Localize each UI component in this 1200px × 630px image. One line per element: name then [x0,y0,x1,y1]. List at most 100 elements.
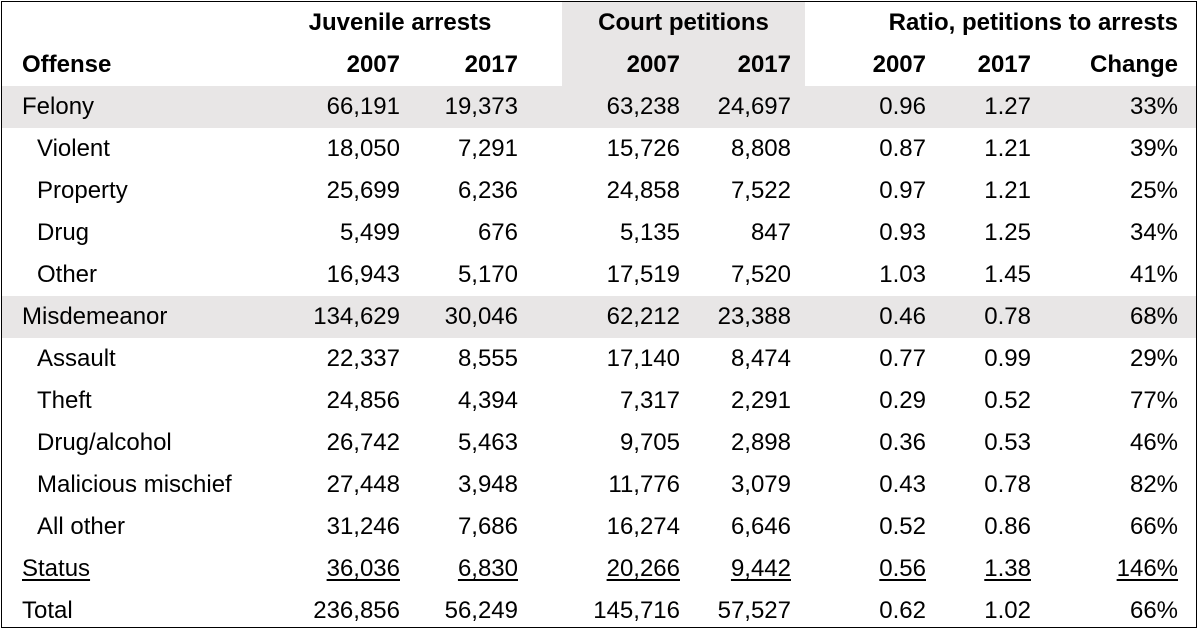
cell-arr17: 19,373 [400,86,518,128]
cell-pet07: 15,726 [606,135,680,162]
table-row: Assault 22,337 8,555 17,140 8,474 0.77 0.99 29% [2,338,1196,380]
cell-chg: 66% [1129,597,1179,624]
cell-pet17: 847 [750,219,791,246]
cell-rat17: 1.21 [984,177,1031,204]
cell-chg: 39% [1129,135,1179,162]
cell-offense: Drug [37,219,90,246]
table-row: Drug 5,499 676 5,135 847 0.93 1.25 34% [2,212,1196,254]
cell-arr17: 3,948 [457,471,518,498]
column-header-ratio-change: Change [1090,51,1179,78]
cell-pet07: 63,238 [562,86,680,128]
cell-rat17: 0.78 [984,471,1031,498]
cell-arr07: 27,448 [326,471,400,498]
cell-offense: Drug/alcohol [37,429,172,456]
cell-offense: Status [2,548,282,590]
cell-rat17: 1.38 [940,548,1045,590]
cell-arr07: 31,246 [326,513,400,540]
cell-arr17: 4,394 [457,387,518,414]
cell-pet17: 2,291 [730,387,791,414]
cell-rat07: 0.52 [879,513,926,540]
table-row: Drug/alcohol 26,742 5,463 9,705 2,898 0.36 0.5… [2,422,1196,464]
cell-offense: Theft [37,387,92,414]
cell-rat07: 0.29 [879,387,926,414]
cell-arr07: 236,856 [313,597,400,624]
cell-rat07: 0.77 [879,345,926,372]
cell-rat17: 1.45 [984,261,1031,288]
cell-pet17: 8,808 [730,135,791,162]
cell-rat07: 0.87 [879,135,926,162]
cell-arr17: 7,686 [457,513,518,540]
cell-arr07: 66,191 [282,86,400,128]
column-header-ratio-2017: 2017 [977,51,1031,78]
cell-offense: Violent [37,135,110,162]
cell-rat07: 0.93 [879,219,926,246]
cell-chg: 66% [1129,513,1179,540]
group-header-ratio: Ratio, petitions to arrests [888,9,1179,36]
column-header-petitions-2007: 2007 [626,51,680,78]
cell-arr07-text: 36,036 [326,555,400,582]
column-header-row: Offense 2007 2017 2007 2017 2007 2017 Ch… [2,44,1196,86]
table-row: Theft 24,856 4,394 7,317 2,291 0.29 0.52 77% [2,380,1196,422]
cell-pet07: 7,317 [619,387,680,414]
cell-rat07: 1.03 [879,261,926,288]
cell-rat07: 0.97 [879,177,926,204]
cell-rat17: 0.53 [984,429,1031,456]
column-header-offense: Offense [22,51,112,78]
table-row: Misdemeanor 134,629 30,046 62,212 23,388 0.46… [2,296,1196,338]
cell-arr07: 26,742 [326,429,400,456]
cell-rat07: 0.46 [805,296,940,338]
cell-rat07: 0.62 [879,597,926,624]
cell-pet17: 24,697 [680,86,805,128]
cell-pet17: 23,388 [680,296,805,338]
cell-pet17: 8,474 [730,345,791,372]
cell-arr07: 16,943 [326,261,400,288]
column-header-ratio-2007: 2007 [872,51,926,78]
cell-rat17-text: 1.38 [984,555,1031,582]
cell-offense: Other [37,261,98,288]
cell-offense: Misdemeanor [2,296,282,338]
cell-arr17: 5,170 [457,261,518,288]
cell-offense: All other [37,513,126,540]
table-row: Status 36,036 6,830 20,266 9,442 0.56 1.38 146% [2,548,1196,590]
table-row: All other 31,246 7,686 16,274 6,646 0.52 0.86 6… [2,506,1196,548]
cell-rat17: 1.27 [940,86,1045,128]
table-row: Felony 66,191 19,373 63,238 24,697 0.96 1.27 33… [2,86,1196,128]
cell-pet07: 11,776 [608,471,680,498]
cell-chg: 146% [1045,548,1196,590]
cell-pet17: 57,527 [717,597,791,624]
cell-offense: Property [37,177,128,204]
cell-arr07: 18,050 [326,135,400,162]
cell-pet07: 16,274 [606,513,680,540]
cell-arr17: 30,046 [400,296,518,338]
cell-arr17: 6,830 [400,548,518,590]
table-row: Violent 18,050 7,291 15,726 8,808 0.87 1.21 39% [2,128,1196,170]
cell-chg: 77% [1129,387,1179,414]
cell-rat07: 0.56 [805,548,940,590]
cell-chg: 25% [1129,177,1179,204]
cell-rat17: 0.86 [984,513,1031,540]
court-petitions-header-band [562,2,805,97]
cell-chg: 46% [1129,429,1179,456]
cell-offense-text: Status [22,555,91,582]
cell-offense: Malicious mischief [37,471,232,498]
cell-arr17: 7,291 [457,135,518,162]
column-header-petitions-2017: 2017 [737,51,791,78]
cell-chg: 82% [1129,471,1179,498]
cell-chg-text: 146% [1116,555,1179,582]
cell-rat17: 1.02 [984,597,1031,624]
group-header-row: Juvenile arrests Court petitions Ratio, … [2,2,1196,44]
cell-chg: 34% [1129,219,1179,246]
cell-rat17: 1.21 [984,135,1031,162]
cell-rat07: 0.36 [879,429,926,456]
cell-arr17: 56,249 [444,597,518,624]
cell-pet17: 9,442 [680,548,805,590]
cell-pet07-text: 20,266 [606,555,680,582]
cell-chg: 68% [1045,296,1196,338]
cell-pet17: 7,522 [730,177,791,204]
cell-arr07: 25,699 [326,177,400,204]
cell-pet07: 17,519 [606,261,680,288]
cell-arr07: 22,337 [326,345,400,372]
cell-chg: 41% [1129,261,1179,288]
cell-pet07: 17,140 [606,345,680,372]
